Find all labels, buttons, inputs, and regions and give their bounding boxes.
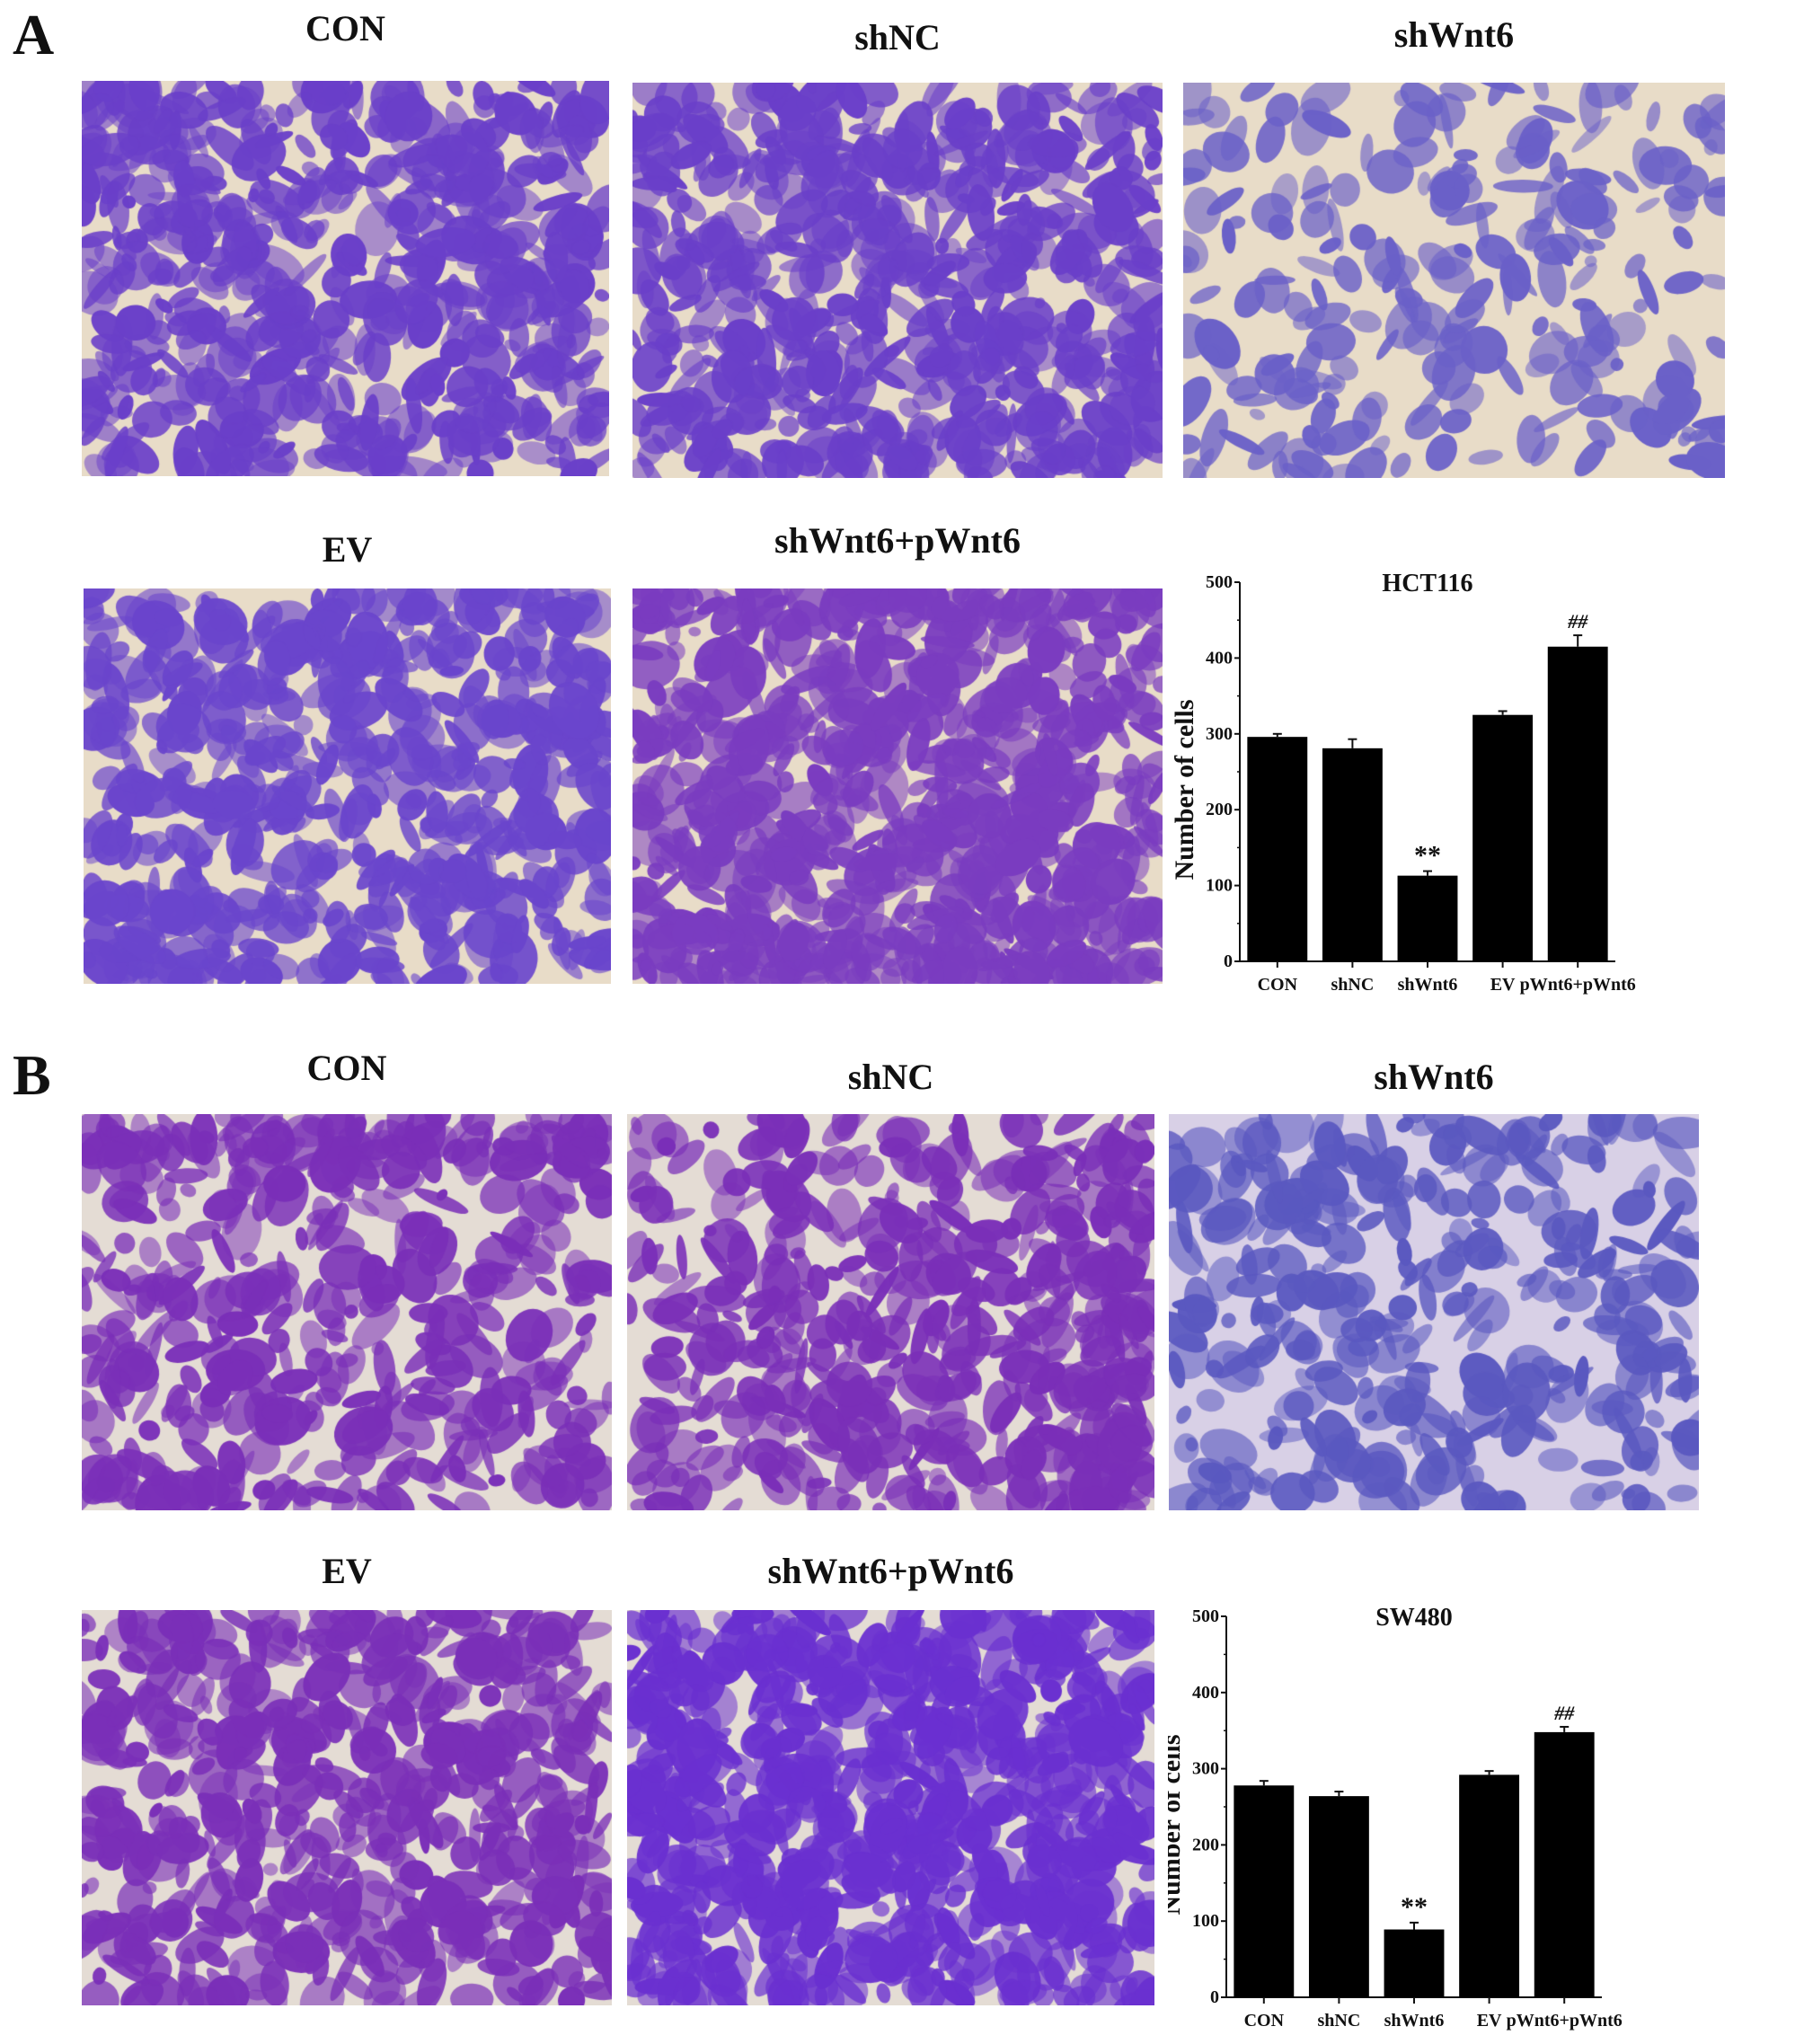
y-tick-label: 0 xyxy=(1210,1987,1219,2007)
x-tick-label: shWnt6 xyxy=(1384,2011,1445,2031)
micrograph-image xyxy=(1183,83,1725,478)
significance-marker: ** xyxy=(1414,841,1441,871)
y-axis-label: Number of cells xyxy=(1170,699,1199,880)
image-title: EV xyxy=(322,529,373,570)
y-tick-label: 100 xyxy=(1206,876,1233,896)
x-tick-label: shWnt6 xyxy=(1398,975,1458,995)
micrograph-image xyxy=(632,83,1163,478)
bar xyxy=(1472,714,1534,961)
bar xyxy=(1547,646,1608,961)
x-tick-label: shNC xyxy=(1318,2011,1361,2031)
micrograph-image xyxy=(82,1610,612,2005)
x-tick-label: shNC xyxy=(1331,975,1375,995)
x-tick-label: EV xyxy=(1477,2011,1502,2031)
y-tick-label: 200 xyxy=(1192,1835,1219,1854)
significance-marker: ## xyxy=(1567,610,1588,633)
x-tick-label: CON xyxy=(1244,2011,1285,2031)
y-tick-label: 300 xyxy=(1206,724,1233,744)
micrograph-image xyxy=(84,588,611,984)
image-title: CON xyxy=(305,8,385,49)
micrograph-image xyxy=(82,1114,612,1510)
y-tick-label: 100 xyxy=(1192,1911,1219,1931)
micrograph-image xyxy=(627,1114,1154,1510)
y-tick-label: 400 xyxy=(1206,648,1233,668)
x-tick-label: pWnt6+pWnt6 xyxy=(1507,2011,1623,2031)
y-axis-label: Number of cells xyxy=(1168,1734,1186,1915)
significance-marker: ** xyxy=(1401,1892,1428,1922)
chart-title: SW480 xyxy=(1375,1604,1453,1632)
micrograph-image xyxy=(1169,1114,1699,1510)
x-tick-label: EV xyxy=(1490,975,1516,995)
image-title: shNC xyxy=(854,17,941,58)
bar-chart-hct116: 0 100 200 300 400 500 HCT116 Number of cells CON… xyxy=(1170,570,1636,995)
y-tick-label: 300 xyxy=(1192,1759,1219,1779)
chart-title: HCT116 xyxy=(1382,570,1472,597)
y-tick-label: 200 xyxy=(1206,800,1233,819)
y-tick-label: 400 xyxy=(1192,1683,1219,1703)
y-tick-label: 500 xyxy=(1192,1606,1219,1626)
significance-marker: ## xyxy=(1553,1702,1575,1724)
micrograph-image xyxy=(632,588,1163,984)
panel-label-a: A xyxy=(13,3,55,66)
bar xyxy=(1534,1731,1595,1997)
bar xyxy=(1322,748,1383,961)
bar-chart-sw480: 0 100 200 300 400 500 SW480 Number of cells CON s… xyxy=(1168,1604,1623,2031)
micrograph-image xyxy=(627,1610,1154,2005)
bar xyxy=(1459,1774,1520,1997)
image-title: shNC xyxy=(847,1057,934,1097)
image-title: CON xyxy=(306,1048,387,1088)
x-tick-label: pWnt6+pWnt6 xyxy=(1520,975,1636,995)
image-title: shWnt6+pWnt6 xyxy=(774,520,1021,561)
image-title: shWnt6 xyxy=(1393,14,1515,55)
bar xyxy=(1247,737,1308,961)
micrograph-image xyxy=(82,81,609,476)
bar xyxy=(1308,1796,1369,1997)
y-tick-label: 0 xyxy=(1224,951,1233,971)
panel-label-b: B xyxy=(13,1043,51,1107)
image-title: shWnt6 xyxy=(1374,1057,1494,1097)
y-tick-label: 500 xyxy=(1206,572,1233,592)
x-tick-label: CON xyxy=(1258,975,1298,995)
bar xyxy=(1397,875,1458,961)
bar xyxy=(1384,1929,1445,1997)
bar xyxy=(1234,1785,1295,1997)
image-title: EV xyxy=(322,1551,372,1591)
image-title: shWnt6+pWnt6 xyxy=(767,1551,1014,1591)
